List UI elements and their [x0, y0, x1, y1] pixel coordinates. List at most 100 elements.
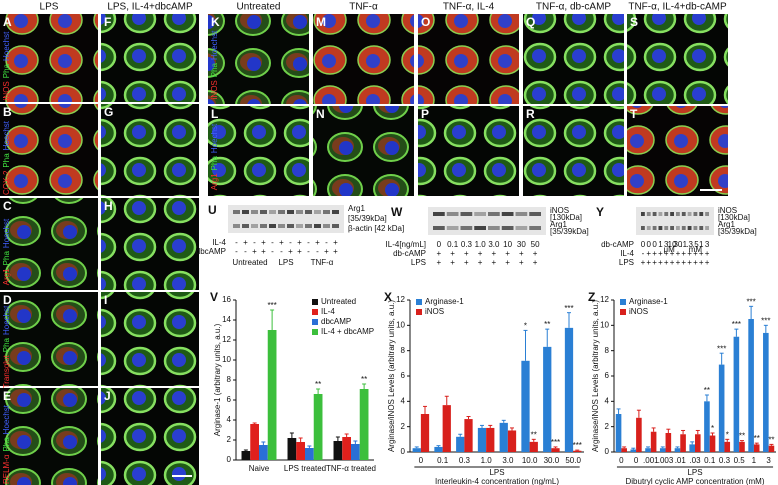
unit-label: μM [664, 245, 676, 254]
bar [689, 444, 695, 452]
lane-label: + [693, 249, 698, 258]
stain-word: Hoechst [2, 120, 11, 150]
legend-label: Arginase-1 [425, 297, 464, 306]
blot-band [664, 226, 669, 230]
significance: *** [732, 320, 741, 329]
bar [564, 327, 574, 452]
blot-band [699, 226, 704, 230]
lane-label: 10 [668, 240, 677, 249]
row-label: IL-4 [212, 238, 226, 247]
x-tick-label: .01 [675, 456, 687, 465]
lane-label: - [325, 238, 328, 247]
bar [695, 434, 701, 452]
bar [442, 405, 451, 452]
x-tick-label: 0.1 [437, 456, 449, 465]
stain-word: Hoechst [2, 404, 11, 434]
blot-band [641, 226, 645, 230]
lane-label: - [289, 238, 292, 247]
panel-letter: G [104, 105, 113, 119]
lane-label: + [315, 238, 320, 247]
lane-label: 1 [658, 240, 663, 249]
group-label: TNF-α [311, 258, 334, 267]
bar [680, 434, 686, 452]
blot-band [474, 212, 486, 216]
blot-band [296, 224, 303, 228]
lane-label: + [505, 249, 510, 258]
lane-label: + [297, 247, 302, 256]
legend-swatch [416, 299, 422, 305]
blot-band [433, 226, 445, 230]
y-axis-label: Arginase/iNOS Levels (arbitrary units, a… [387, 300, 396, 452]
bar [521, 360, 530, 452]
significance: ** [739, 432, 745, 441]
blot-band [515, 226, 528, 230]
y-tick-label: 0 [401, 447, 406, 456]
y-tick-label: 0 [227, 455, 232, 464]
stain-label: Transglut Pha Hoechst [2, 305, 11, 388]
row-label: db-cAMP [393, 249, 426, 258]
micrograph [523, 14, 624, 104]
blot-band [488, 226, 500, 230]
lane-label: + [670, 258, 675, 267]
micrograph [101, 292, 199, 386]
stain-word: Pha [2, 153, 11, 168]
column-header: TNF-α [349, 2, 378, 13]
blot-band [670, 212, 674, 216]
x-tick-label: 3.0 [502, 456, 514, 465]
band-label: iNOS [550, 206, 569, 215]
stain-word: RELM-α [2, 454, 11, 484]
blot-band [652, 212, 657, 216]
y-tick-label: 10 [222, 355, 231, 364]
lane-label: + [664, 258, 669, 267]
bar [342, 437, 351, 460]
group-label: LPS [687, 468, 702, 477]
lane-label: 50 [531, 240, 540, 249]
y-tick-label: 12 [396, 295, 405, 304]
column-header: TNF-α, IL-4+db-cAMP [628, 2, 727, 13]
x-tick-label: 50.0 [565, 456, 581, 465]
row-label: IL-4 [620, 249, 634, 258]
band-label: Arg1 [550, 220, 567, 229]
micrograph [0, 198, 98, 290]
blot-band [332, 224, 339, 228]
lane-label: 1 [699, 240, 704, 249]
lane-label: + [693, 258, 698, 267]
x-tick-label: 10.0 [522, 456, 538, 465]
bar [313, 394, 323, 460]
band-label: Arg1 [348, 204, 365, 213]
stain-label: iNOS Pha Hoechst [210, 30, 219, 99]
bar [645, 448, 651, 452]
lane-label: + [652, 258, 657, 267]
micrograph [418, 106, 519, 196]
blot-band [676, 212, 680, 216]
row-label: LPS [411, 258, 426, 267]
micrograph [627, 106, 728, 196]
bar [636, 417, 642, 452]
micrograph [0, 292, 98, 386]
blot-band [251, 210, 258, 214]
x-tick-label: 1 [752, 456, 757, 465]
blot-band [529, 226, 541, 230]
x-tick-label: 3 [766, 456, 771, 465]
lane-label: - [235, 238, 238, 247]
bar [434, 446, 443, 452]
lane-label: + [705, 249, 710, 258]
legend-swatch [620, 299, 626, 305]
stain-word: Pha [2, 63, 11, 78]
lane-label: + [533, 249, 538, 258]
significance: *** [551, 438, 560, 447]
lane-label: + [464, 258, 469, 267]
lane-label: + [646, 249, 651, 258]
bar [477, 427, 487, 452]
y-tick-label: 8 [227, 375, 232, 384]
bar [709, 435, 716, 452]
lane-label: - [271, 238, 274, 247]
significance: * [524, 322, 527, 331]
micrograph [627, 14, 728, 104]
significance: ** [315, 380, 321, 389]
significance: *** [267, 301, 276, 310]
significance: ** [531, 430, 537, 439]
legend-label: iNOS [425, 307, 444, 316]
lane-label: 3 [664, 240, 669, 249]
stain-label: Arg1 Pha Hoechst [210, 123, 219, 190]
